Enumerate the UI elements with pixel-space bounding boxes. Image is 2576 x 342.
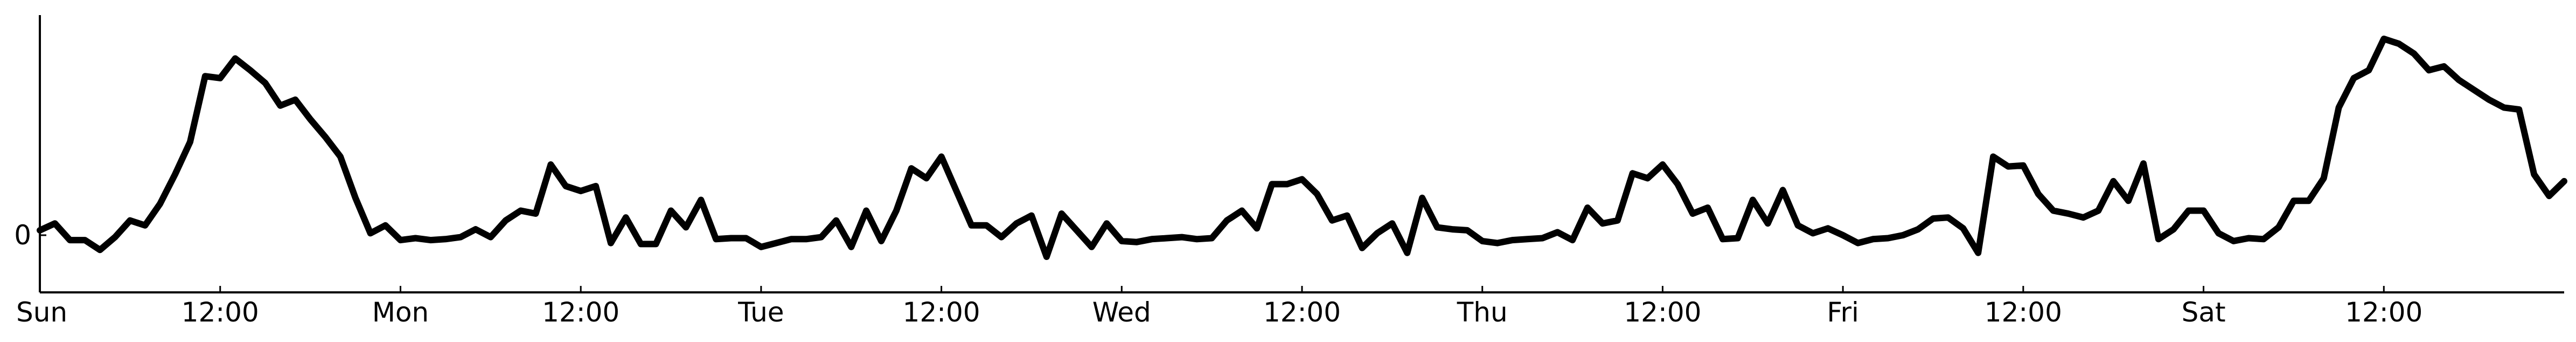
series-line-0 <box>37 36 2567 260</box>
x-tick-label: 12:00 <box>182 297 259 328</box>
series <box>37 36 2567 260</box>
x-tick-label: Tue <box>737 297 784 328</box>
x-ticks: Sun 12:00 Mon 12:00 Tue 12:00 Wed 12:00 Thu 12:00… <box>16 286 2422 328</box>
y-ticks: 0 <box>14 220 46 251</box>
x-tick-label: Sun <box>16 297 67 328</box>
x-tick-label: 12:00 <box>1985 297 2062 328</box>
x-tick-label: Sat <box>2182 297 2226 328</box>
x-tick-label: Wed <box>1092 297 1151 328</box>
x-tick-label: 12:00 <box>1624 297 1701 328</box>
x-tick-label: 12:00 <box>2345 297 2422 328</box>
x-tick-label: 12:00 <box>1263 297 1341 328</box>
x-tick-label: Fri <box>1827 297 1859 328</box>
x-tick-label: 12:00 <box>542 297 619 328</box>
x-tick-label: 12:00 <box>903 297 980 328</box>
y-tick-label: 0 <box>14 220 31 251</box>
x-tick-label: Thu <box>1457 297 1508 328</box>
x-tick-label: Mon <box>372 297 429 328</box>
